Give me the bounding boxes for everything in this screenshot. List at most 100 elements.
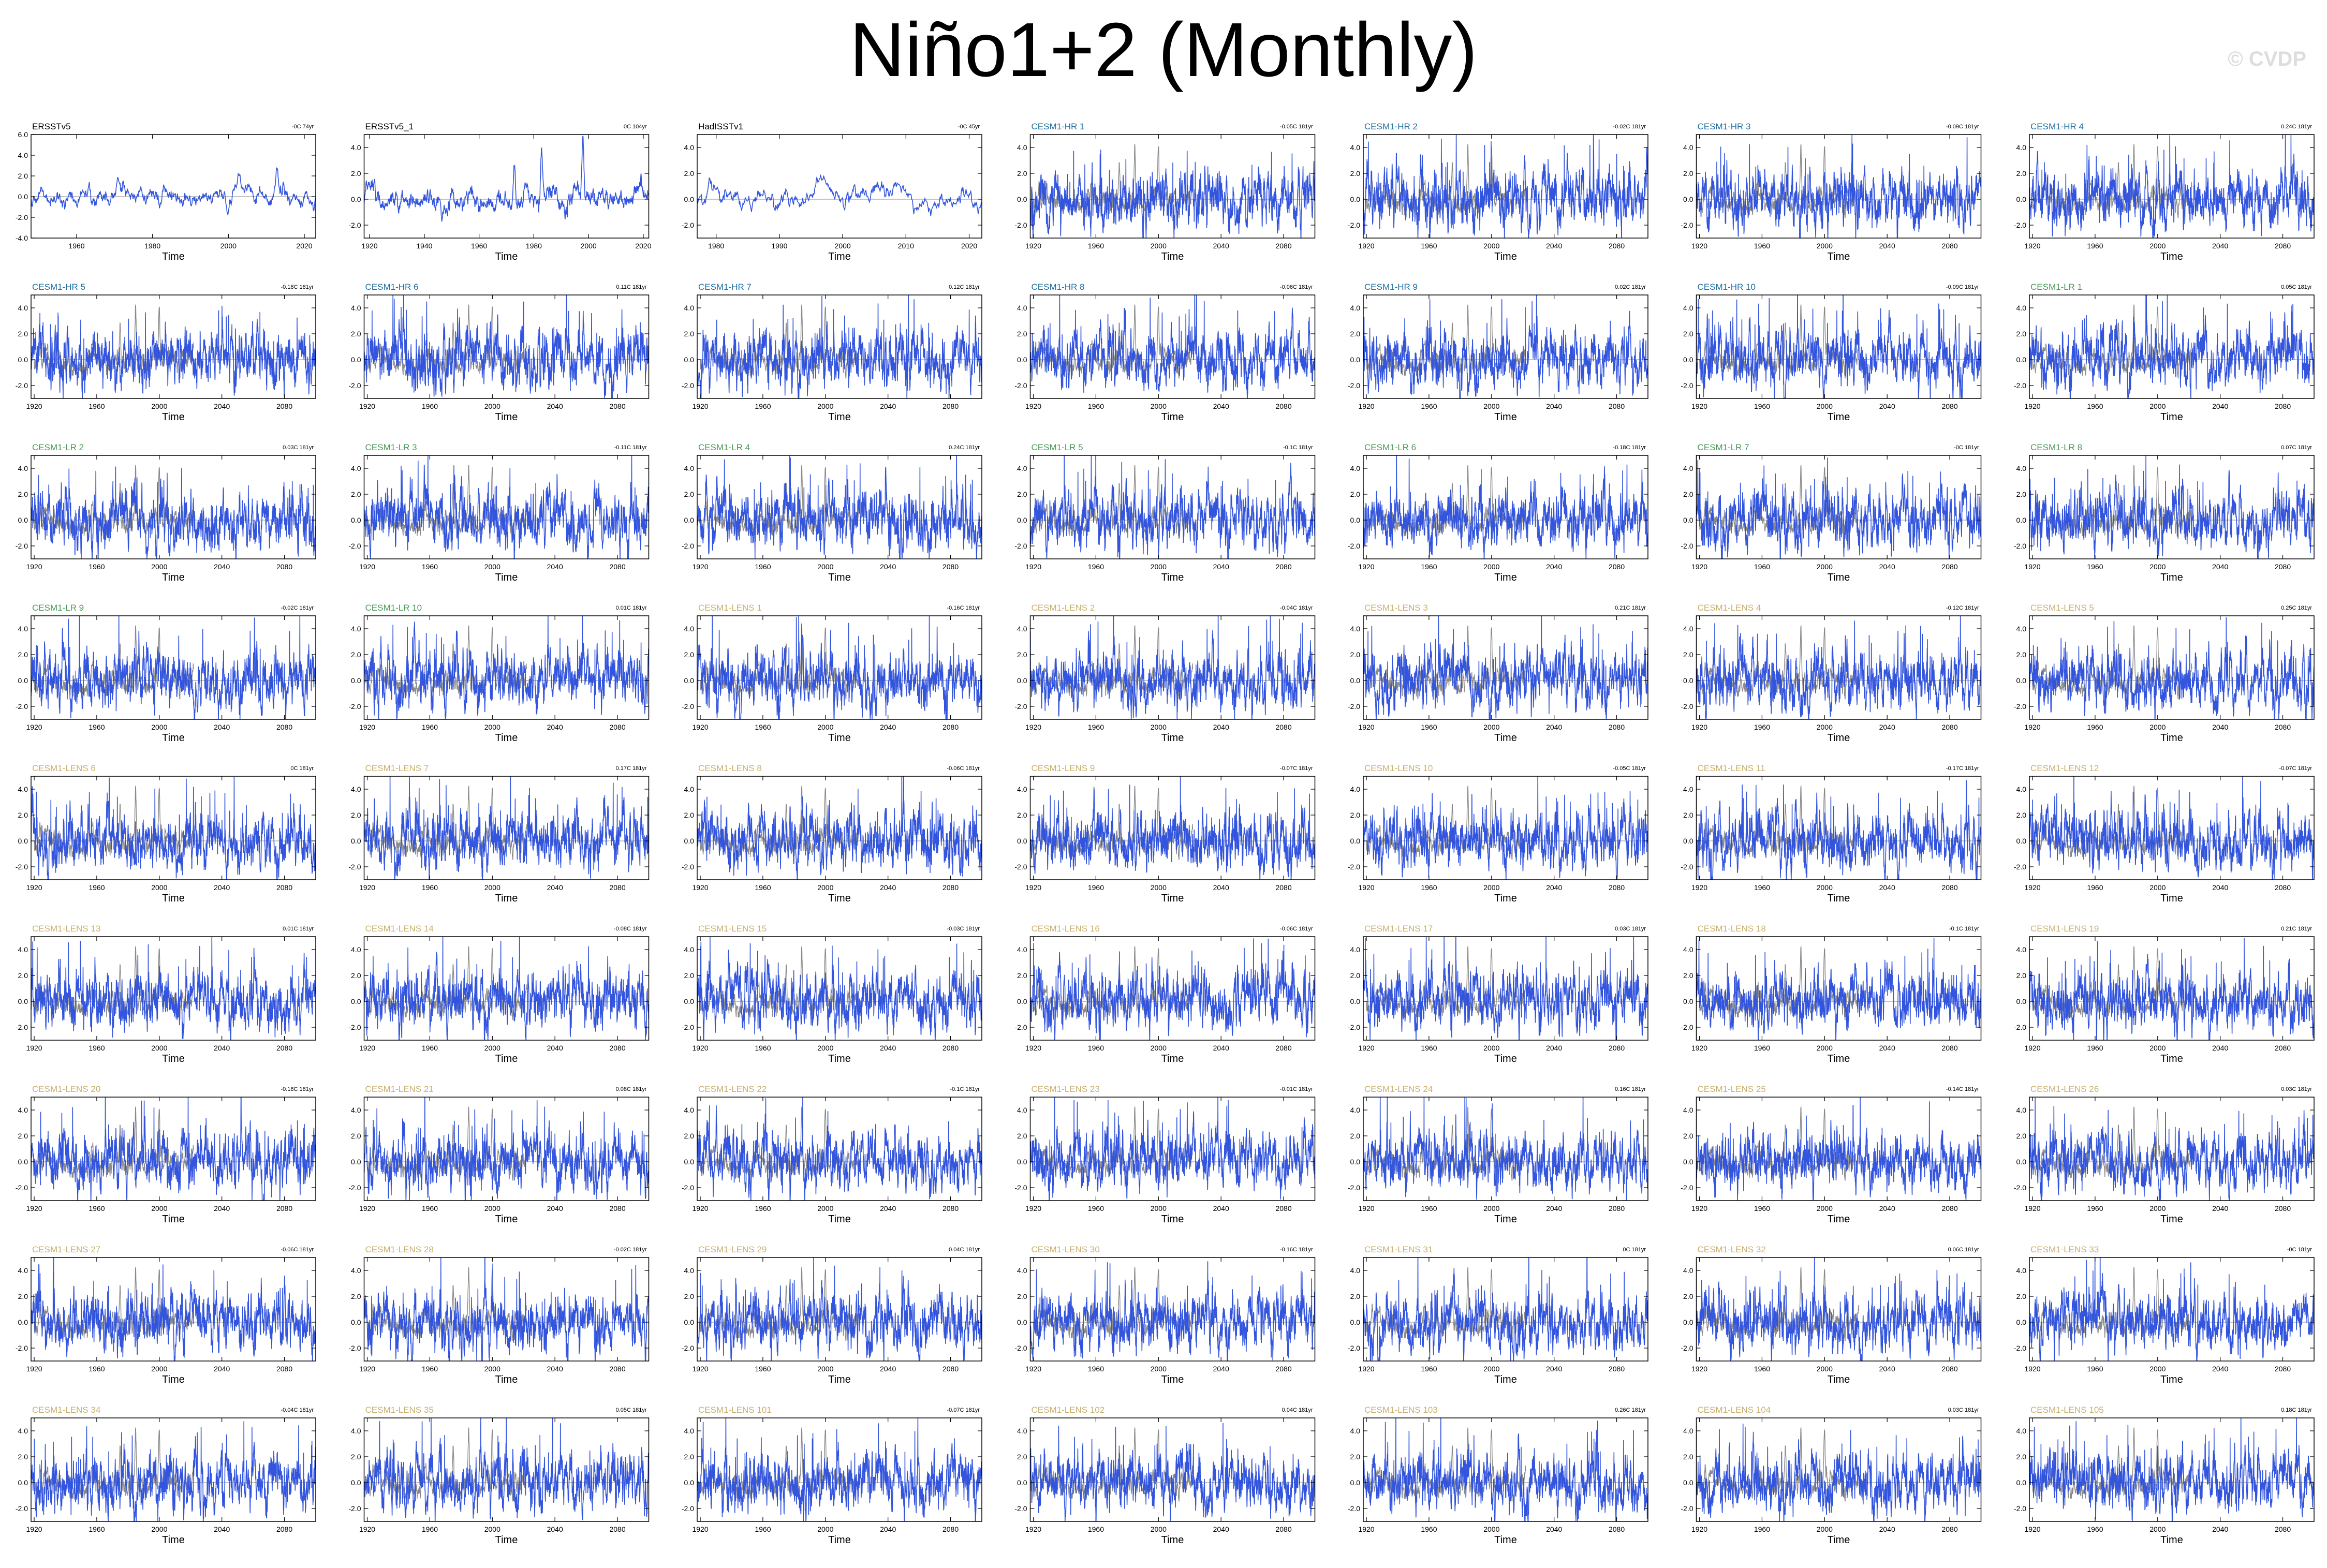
y-tick-label: 2.0 xyxy=(2016,330,2027,338)
y-tick-label: 2.0 xyxy=(18,971,28,980)
x-axis-label: Time xyxy=(1828,1214,1850,1225)
panel-cesm1-lens-18: CESM1-LENS 18 -0.1C 181yr -2.0 0.0 2.0 4.0 192… xyxy=(1681,924,1982,1064)
y-tick-label: 4.0 xyxy=(1350,143,1361,152)
y-tick-label: -2.0 xyxy=(2014,863,2026,871)
y-tick-label: 0.0 xyxy=(1683,195,1693,203)
plot-frame xyxy=(363,294,650,399)
plot-frame xyxy=(1696,776,1982,880)
series-line xyxy=(31,466,316,559)
x-axis-label: Time xyxy=(2160,1053,2183,1064)
x-tick-label: 2080 xyxy=(942,1044,959,1052)
x-axis-label: Time xyxy=(1828,1534,1850,1546)
series-line xyxy=(364,455,649,559)
panel-cesm1-lr-5: CESM1-LR 5 -0.1C 181yr -2.0 0.0 2.0 4.0 1920 19… xyxy=(1014,442,1316,583)
y-tick-label: 4.0 xyxy=(684,143,695,152)
panel-trend: -0.02C 181yr xyxy=(1613,124,1646,130)
y-tick-label: 2.0 xyxy=(1017,490,1027,498)
x-axis-label: Time xyxy=(1161,732,1184,744)
panel-title: CESM1-LENS 104 xyxy=(1698,1405,1771,1415)
panel-trend: 0.11C 181yr xyxy=(616,284,646,290)
y-tick-label: -2.0 xyxy=(1681,1504,1693,1513)
panel-title: CESM1-LENS 6 xyxy=(32,763,96,773)
series-line xyxy=(364,136,649,222)
x-tick-label: 1960 xyxy=(1421,242,1437,250)
y-tick-label: -2.0 xyxy=(1681,542,1693,550)
x-tick-label: 1960 xyxy=(422,563,438,571)
plot-frame xyxy=(2029,455,2315,559)
x-tick-label: 1960 xyxy=(68,242,84,250)
y-tick-label: 4.0 xyxy=(684,1266,695,1275)
y-tick-label: 0.0 xyxy=(351,195,361,203)
panel-trend: -0.1C 181yr xyxy=(950,1086,980,1092)
x-tick-label: 1960 xyxy=(755,723,771,731)
x-tick-label: 2020 xyxy=(961,242,977,250)
x-tick-label: 2080 xyxy=(1609,1044,1625,1052)
panel-title: CESM1-LENS 28 xyxy=(365,1245,434,1254)
plot-frame xyxy=(1363,1417,1648,1522)
panel-cesm1-hr-1: CESM1-HR 1 -0.05C 181yr -2.0 0.0 2.0 4.0 1920 1… xyxy=(1014,122,1316,262)
panel-title: CESM1-LENS 2 xyxy=(1032,603,1095,613)
panel-cesm1-lens-10: CESM1-LENS 10 -0.05C 181yr -2.0 0.0 2.0 4.0 19… xyxy=(1348,763,1648,904)
series-line xyxy=(31,777,316,880)
panel-trend: -0.1C 181yr xyxy=(1949,926,1979,932)
x-tick-label: 1920 xyxy=(692,1365,708,1373)
y-tick-label: 4.0 xyxy=(2016,625,2027,633)
y-tick-label: -2.0 xyxy=(1348,863,1360,871)
x-tick-label: 2000 xyxy=(1817,563,1833,571)
series-line xyxy=(364,776,649,880)
x-tick-label: 1960 xyxy=(422,1525,438,1533)
x-tick-label: 1960 xyxy=(471,242,487,250)
x-tick-label: 2000 xyxy=(2149,1365,2166,1373)
y-tick-label: 2.0 xyxy=(351,650,361,659)
x-tick-label: 2080 xyxy=(276,1044,292,1052)
x-axis-label: Time xyxy=(828,893,851,904)
x-axis-label: Time xyxy=(1161,1534,1184,1546)
x-tick-label: 2040 xyxy=(880,563,896,571)
x-tick-label: 2080 xyxy=(1275,883,1291,892)
x-tick-label: 2000 xyxy=(817,1204,833,1212)
x-tick-label: 2080 xyxy=(1941,563,1957,571)
x-tick-label: 1920 xyxy=(2024,563,2040,571)
x-tick-label: 2080 xyxy=(276,1525,292,1533)
x-tick-label: 2080 xyxy=(2275,1525,2291,1533)
x-tick-label: 1960 xyxy=(1754,1204,1770,1212)
y-tick-label: 0.0 xyxy=(351,837,361,845)
x-tick-label: 1980 xyxy=(708,242,724,250)
x-tick-label: 2080 xyxy=(942,1525,959,1533)
y-tick-label: -2.0 xyxy=(682,702,694,711)
y-tick-label: -2.0 xyxy=(1348,221,1360,229)
y-tick-label: 2.0 xyxy=(18,1453,28,1461)
x-tick-label: 2000 xyxy=(484,563,500,571)
y-tick-label: -2.0 xyxy=(2014,1344,2026,1352)
x-tick-label: 1960 xyxy=(422,1365,438,1373)
panel-title: CESM1-LENS 14 xyxy=(365,924,434,934)
y-tick-label: 0.0 xyxy=(2016,195,2027,203)
x-axis-label: Time xyxy=(495,251,518,262)
x-tick-label: 2080 xyxy=(609,723,625,731)
panel-title: CESM1-LENS 32 xyxy=(1698,1245,1766,1254)
x-axis-label: Time xyxy=(1494,411,1517,423)
x-tick-label: 2080 xyxy=(609,563,625,571)
plot-frame xyxy=(31,455,316,559)
x-tick-label: 2040 xyxy=(2212,723,2228,731)
x-tick-label: 2080 xyxy=(2275,883,2291,892)
x-tick-label: 2040 xyxy=(880,1044,896,1052)
panel-trend: 0.21C 181yr xyxy=(1615,605,1646,611)
x-axis-label: Time xyxy=(1161,572,1184,583)
panel-title: CESM1-LENS 27 xyxy=(32,1245,100,1254)
y-tick-label: 0.0 xyxy=(684,1158,695,1166)
x-axis-label: Time xyxy=(162,572,185,583)
y-tick-label: 4.0 xyxy=(1017,625,1027,633)
x-tick-label: 2080 xyxy=(1275,242,1291,250)
plot-frame xyxy=(697,1417,982,1522)
panel-title: CESM1-LENS 34 xyxy=(32,1405,100,1415)
x-tick-label: 1920 xyxy=(1358,723,1374,731)
x-tick-label: 1920 xyxy=(1025,723,1041,731)
plot-frame xyxy=(1696,294,1982,399)
series-line xyxy=(31,167,316,215)
x-tick-label: 1960 xyxy=(1088,1365,1104,1373)
y-tick-label: 4.0 xyxy=(1017,464,1027,472)
x-tick-label: 2000 xyxy=(484,1365,500,1373)
x-tick-label: 1920 xyxy=(1691,723,1707,731)
x-tick-label: 2000 xyxy=(817,883,833,892)
